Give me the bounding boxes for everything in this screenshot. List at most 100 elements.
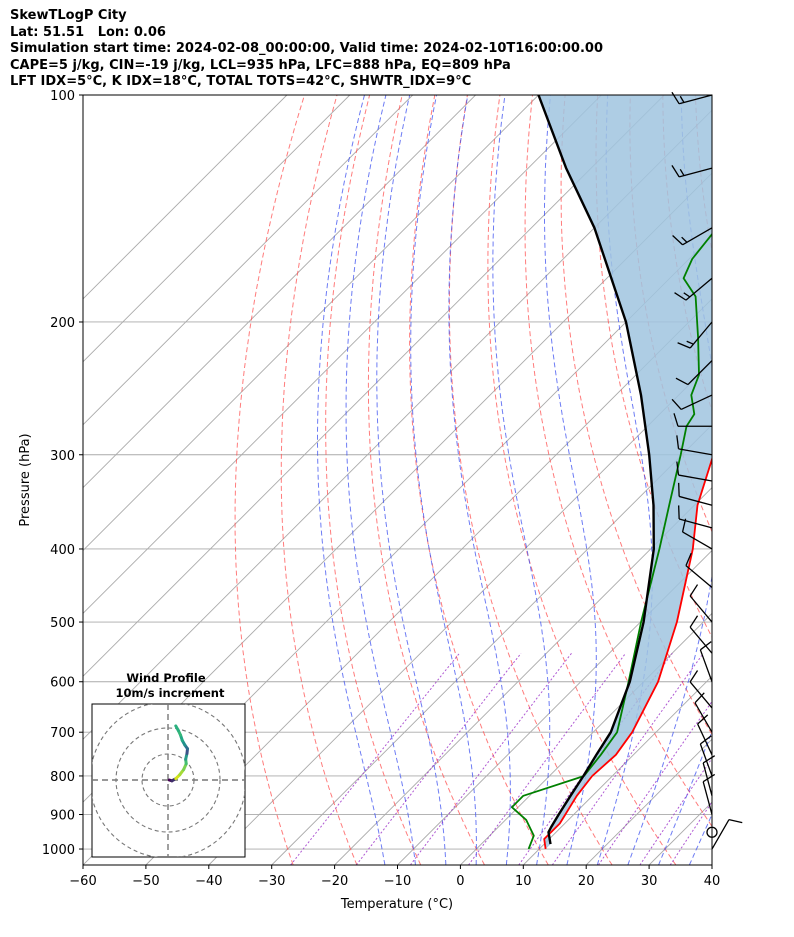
moist-adiabat bbox=[492, 95, 551, 865]
dewpoint-profile bbox=[511, 232, 712, 850]
wind-barb bbox=[689, 584, 713, 623]
convective-indices: CAPE=5 j/kg, CIN=-19 j/kg, LCL=935 hPa, … bbox=[10, 57, 511, 73]
isotherm-line bbox=[271, 424, 712, 865]
isotherm-line bbox=[83, 95, 476, 489]
wind-barb bbox=[689, 670, 713, 709]
x-tick-label: −30 bbox=[258, 874, 285, 889]
dry-adiabat bbox=[367, 95, 485, 865]
y-tick-label: 100 bbox=[50, 89, 75, 104]
dry-adiabat bbox=[595, 95, 712, 639]
x-tick-label: 0 bbox=[456, 874, 464, 889]
x-tick-label: −10 bbox=[384, 874, 411, 889]
isotherm-line bbox=[460, 612, 712, 865]
dry-adiabat bbox=[409, 95, 549, 865]
wind-barb bbox=[678, 482, 713, 506]
isotherm-line bbox=[711, 864, 712, 865]
wind-barb bbox=[672, 227, 713, 246]
isotherm-line bbox=[83, 95, 351, 363]
x-tick-label: −40 bbox=[195, 874, 222, 889]
moist-adiabat bbox=[658, 729, 712, 865]
isotherm-line bbox=[145, 298, 712, 865]
wind-barb bbox=[676, 435, 713, 456]
moist-adiabat bbox=[544, 95, 597, 865]
dry-adiabat bbox=[728, 95, 794, 865]
isotherm-line bbox=[83, 95, 539, 552]
y-tick-label: 700 bbox=[50, 726, 75, 741]
moist-adiabat bbox=[317, 95, 386, 865]
y-tick-label: 900 bbox=[50, 809, 75, 824]
isotherm-line bbox=[83, 95, 602, 615]
wind-barb bbox=[676, 461, 713, 482]
isotherm-line bbox=[208, 361, 712, 865]
chart-header: SkewTLogP City Lat: 51.51 Lon: 0.06 Simula… bbox=[10, 8, 603, 91]
x-tick-label: 10 bbox=[515, 874, 532, 889]
wind-barb bbox=[675, 360, 713, 386]
x-tick-label: 30 bbox=[641, 874, 658, 889]
y-axis-label: Pressure (hPa) bbox=[18, 433, 33, 526]
inset-subtitle: 10m/s increment bbox=[116, 686, 225, 700]
dry-adiabat bbox=[560, 95, 712, 736]
y-tick-label: 500 bbox=[50, 616, 75, 631]
isotherm-line bbox=[397, 549, 712, 865]
wind-profile-inset: Wind Profile 10m/s increment bbox=[91, 671, 246, 858]
mixing-ratio-line bbox=[468, 653, 627, 865]
mixing-ratio-line bbox=[639, 757, 712, 865]
x-tick-label: 40 bbox=[704, 874, 721, 889]
dry-adiabat bbox=[234, 95, 305, 865]
simulation-times: Simulation start time: 2024-02-08_00:00:… bbox=[10, 41, 603, 56]
wind-barb bbox=[677, 321, 713, 349]
moist-adiabat bbox=[410, 95, 477, 865]
y-tick-label: 1000 bbox=[42, 843, 75, 858]
station-title: SkewTLogP City bbox=[10, 8, 127, 23]
dry-adiabat bbox=[325, 95, 422, 865]
hodograph-segment bbox=[174, 724, 180, 733]
wind-barb bbox=[697, 714, 713, 756]
wind-barb bbox=[681, 518, 713, 550]
moist-adiabat bbox=[448, 95, 511, 865]
y-tick-label: 400 bbox=[50, 543, 75, 558]
mixing-ratio-line bbox=[290, 652, 460, 865]
x-tick-label: −50 bbox=[132, 874, 159, 889]
y-tick-label: 300 bbox=[50, 449, 75, 464]
x-axis-label: Temperature (°C) bbox=[340, 897, 453, 912]
x-tick-label: 20 bbox=[578, 874, 595, 889]
mixing-ratio-line bbox=[669, 800, 712, 865]
wind-barb bbox=[702, 773, 716, 815]
wind-barb bbox=[671, 394, 713, 411]
dry-adiabat bbox=[280, 95, 358, 865]
wind-barb bbox=[673, 413, 712, 427]
y-tick-label: 600 bbox=[50, 676, 75, 691]
mixing-ratio-line bbox=[409, 652, 572, 865]
mixing-ratio-line bbox=[355, 652, 522, 865]
moist-adiabat bbox=[345, 95, 416, 865]
isotherm-line bbox=[334, 486, 712, 865]
isotherm-line bbox=[83, 95, 288, 300]
isotherm-line bbox=[83, 95, 665, 677]
wind-barb bbox=[711, 818, 743, 850]
y-tick-label: 200 bbox=[50, 316, 75, 331]
dry-adiabat bbox=[524, 95, 712, 828]
x-tick-label: −60 bbox=[69, 874, 96, 889]
wind-barb bbox=[671, 91, 713, 105]
inset-title: Wind Profile bbox=[126, 671, 206, 685]
station-coords: Lat: 51.51 Lon: 0.06 bbox=[10, 24, 166, 40]
y-tick-label: 800 bbox=[50, 770, 75, 785]
cape-shading bbox=[538, 95, 712, 849]
wind-barb bbox=[671, 165, 713, 178]
parcel-profile bbox=[537, 95, 655, 845]
wind-barb bbox=[689, 615, 713, 654]
wind-barb bbox=[699, 641, 713, 682]
isotherm-line bbox=[522, 675, 712, 865]
dry-adiabat bbox=[448, 95, 613, 865]
dry-adiabat bbox=[761, 95, 794, 865]
moist-adiabat bbox=[376, 95, 447, 865]
x-tick-label: −20 bbox=[321, 874, 348, 889]
mixing-ratio-line bbox=[551, 653, 704, 865]
mixing-ratio-line bbox=[597, 700, 712, 865]
wind-barb bbox=[674, 277, 713, 301]
wind-barb bbox=[699, 735, 713, 777]
isotherm-line bbox=[83, 95, 414, 426]
wind-barb bbox=[685, 552, 713, 589]
wind-barb bbox=[694, 692, 713, 733]
